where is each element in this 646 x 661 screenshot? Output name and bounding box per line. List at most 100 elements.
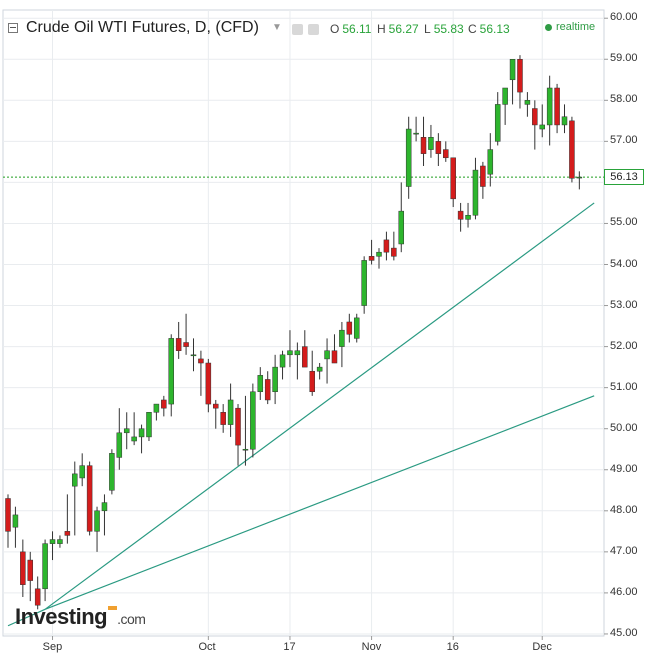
trendline xyxy=(44,202,595,610)
candle xyxy=(353,313,360,343)
candle-body xyxy=(324,350,330,360)
x-tick-label: 16 xyxy=(446,641,459,653)
candle-body xyxy=(123,428,130,434)
candle xyxy=(109,449,115,495)
candle-body xyxy=(34,588,41,606)
candle xyxy=(257,367,264,400)
candle xyxy=(279,350,286,380)
candle-body xyxy=(398,210,405,245)
candle-body xyxy=(72,473,78,487)
y-tick-label: 57.00 xyxy=(610,134,638,147)
settings-icon[interactable] xyxy=(292,24,303,35)
candle-body xyxy=(405,128,412,187)
candle xyxy=(331,334,338,364)
candle xyxy=(227,383,234,437)
candle xyxy=(250,383,256,458)
candle xyxy=(5,494,11,548)
candle xyxy=(198,350,204,396)
candle-body xyxy=(524,100,531,105)
investing-logo: Investing .com xyxy=(15,604,146,629)
candle-body xyxy=(86,465,93,532)
candle xyxy=(205,358,212,413)
candle-body xyxy=(391,247,397,257)
candle xyxy=(183,313,189,355)
candle xyxy=(294,342,301,380)
candle-body xyxy=(428,137,434,150)
candle xyxy=(131,412,137,446)
candle-body xyxy=(279,354,286,368)
ohlc-low: L 55.83 xyxy=(424,22,464,36)
chevron-down-icon[interactable]: ▼ xyxy=(272,22,282,33)
candle xyxy=(94,506,100,552)
candle xyxy=(316,363,323,380)
x-tick-label: Oct xyxy=(198,641,216,653)
candle-body xyxy=(205,362,212,405)
realtime-label: realtime xyxy=(556,21,596,33)
ohlc-high: H 56.27 xyxy=(377,22,419,36)
candle-body xyxy=(264,379,271,401)
candle-body xyxy=(339,329,345,347)
candle xyxy=(79,453,85,487)
candle xyxy=(443,141,449,162)
candle-body xyxy=(346,321,353,335)
candle xyxy=(480,161,486,199)
candle xyxy=(457,202,464,232)
candle xyxy=(153,403,160,421)
candle xyxy=(235,404,241,466)
candle xyxy=(383,231,390,261)
candle-body xyxy=(12,514,19,528)
collapse-icon[interactable] xyxy=(8,23,18,33)
candle xyxy=(123,412,130,450)
candle xyxy=(539,104,545,138)
candle xyxy=(190,338,197,372)
candle xyxy=(64,494,71,544)
candle-body xyxy=(190,354,197,357)
candle-body xyxy=(220,412,226,425)
candle xyxy=(398,182,405,253)
candle-body xyxy=(242,448,249,451)
x-tick-label: Sep xyxy=(42,641,63,653)
trendline-layer xyxy=(7,202,595,627)
candle-body xyxy=(42,543,48,590)
candle-body xyxy=(272,366,278,393)
candle xyxy=(361,256,367,314)
candle xyxy=(86,461,93,536)
candle xyxy=(168,334,174,417)
candle xyxy=(20,539,26,598)
candle xyxy=(376,248,382,269)
candle xyxy=(27,551,34,602)
chart-title: Crude Oil WTI Futures, D, (CFD) xyxy=(26,19,259,36)
y-tick-label: 48.00 xyxy=(610,503,638,516)
trendline xyxy=(44,395,595,610)
candle-body xyxy=(309,370,315,393)
candle xyxy=(146,412,152,442)
candle xyxy=(242,395,249,466)
candle-body xyxy=(457,210,464,220)
candle-body xyxy=(420,137,427,154)
candle xyxy=(413,116,419,142)
candle-body xyxy=(480,165,486,187)
candle-body xyxy=(569,120,575,179)
candle-body xyxy=(250,391,256,450)
candle-body xyxy=(517,59,523,93)
candle xyxy=(309,350,315,396)
candle-body xyxy=(331,350,338,364)
y-tick-label: 47.00 xyxy=(610,544,638,557)
candle-body xyxy=(494,104,501,142)
candle-body xyxy=(561,116,568,126)
candle xyxy=(450,157,456,208)
candle xyxy=(517,55,523,109)
x-tick-label: Nov xyxy=(361,641,382,653)
candle xyxy=(420,116,427,166)
candle xyxy=(569,116,575,183)
ohlc-close: C 56.13 xyxy=(468,22,510,36)
candle-body xyxy=(502,87,508,105)
gear-icon[interactable] xyxy=(308,24,319,35)
candle-body xyxy=(109,453,115,491)
candle-body xyxy=(294,350,301,356)
candle xyxy=(561,104,568,134)
candle xyxy=(494,92,501,146)
candle xyxy=(405,116,412,199)
